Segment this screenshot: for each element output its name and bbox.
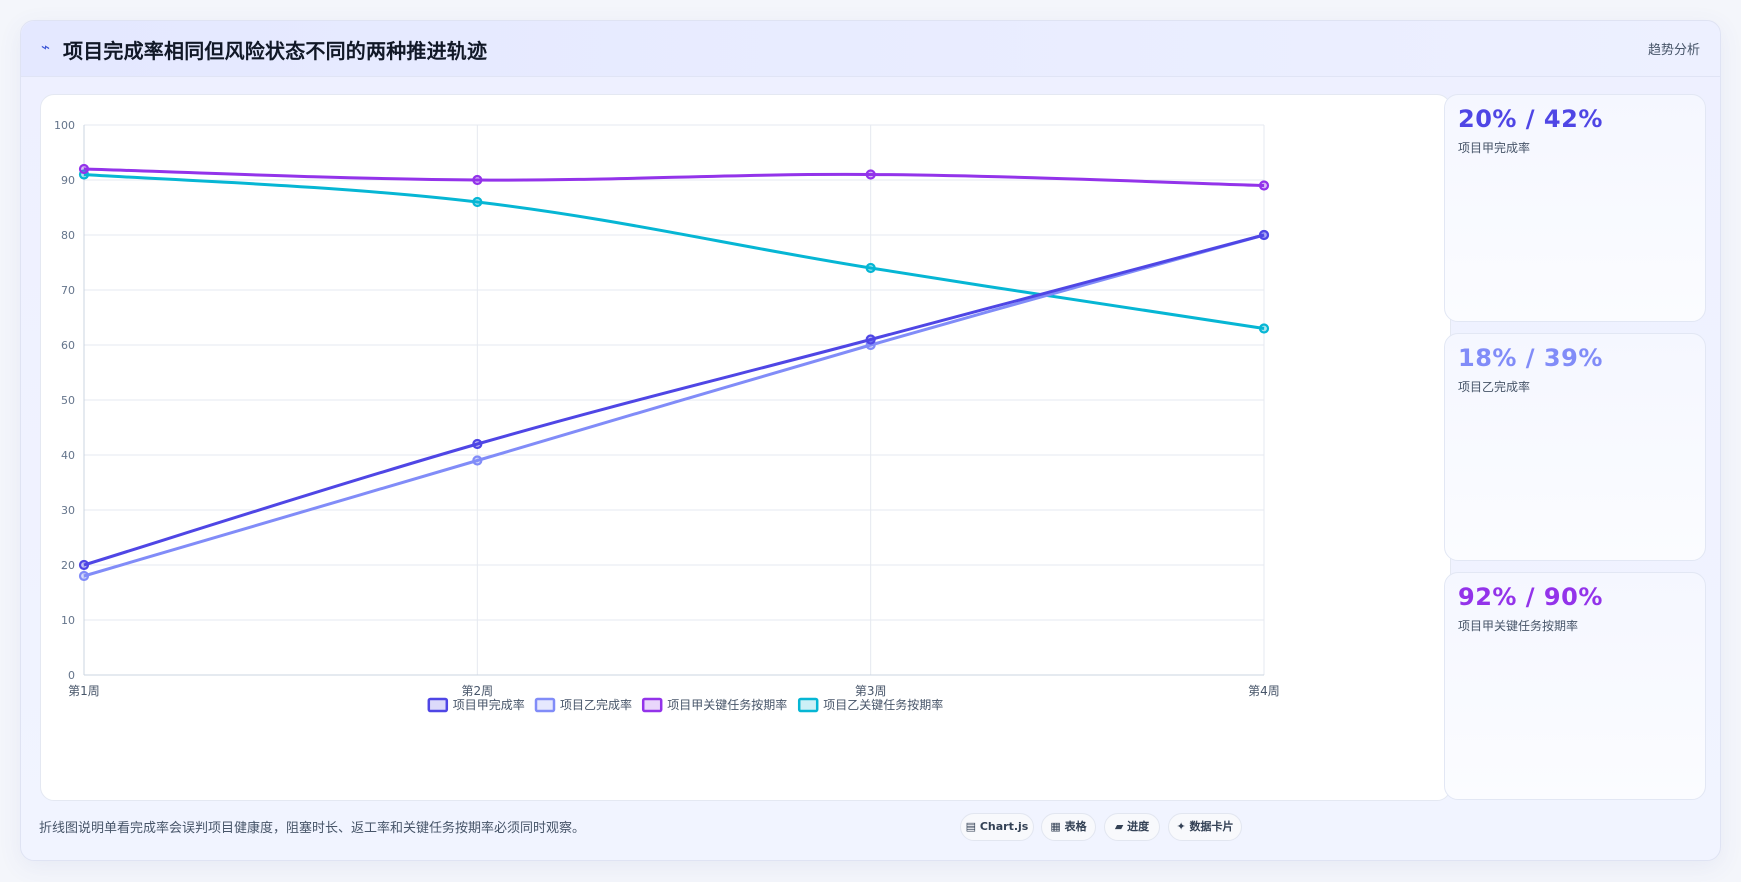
metric-card-project-a: 20% / 42% 项目甲完成率 [1444,94,1706,322]
legend-label[interactable]: 项目甲完成率 [453,697,525,712]
legend-label[interactable]: 项目甲关键任务按期率 [667,697,787,712]
footer-note: 折线图说明单看完成率会误判项目健康度，阻塞时长、返工率和关键任务按期率必须同时观… [39,821,586,836]
metric-label: 项目甲完成率 [1458,141,1531,155]
data-point[interactable] [78,559,90,571]
data-point[interactable] [472,174,483,186]
metric-label: 项目甲关键任务按期率 [1458,619,1579,633]
y-tick-label: 60 [61,339,75,352]
legend-swatch[interactable] [641,697,663,713]
data-point[interactable] [472,455,483,466]
series-line [83,173,1265,330]
metric-card-project-a-ontime: 92% / 90% 项目甲关键任务按期率 [1444,572,1706,800]
progress-pill[interactable]: ▰ 进度 [1104,813,1160,841]
y-tick-label: 90 [61,174,75,187]
data-point[interactable] [1258,180,1270,191]
y-tick-label: 40 [61,449,75,462]
data-point[interactable] [472,438,483,450]
legend-label[interactable]: 项目乙关键任务按期率 [823,697,943,712]
line-chart: 0 10 20 30 40 50 60 70 80 90 100 第1周 第2周 第3周 第4周 项目甲完成… [54,119,1280,713]
x-tick-label: 第4周 [1248,684,1280,698]
legend-swatch[interactable] [534,697,556,713]
data-point[interactable] [1258,229,1270,241]
trend-analysis-label: 趋势分析 [1647,43,1700,58]
y-tick-label: 20 [61,559,75,572]
x-tick-label: 第3周 [855,684,887,698]
page-title: 项目完成率相同但风险状态不同的两种推进轨迹 [63,39,488,63]
metric-card-project-b: 18% / 39% 项目乙完成率 [1444,333,1706,561]
y-tick-label: 100 [54,119,75,132]
table-pill[interactable]: ▦ 表格 [1041,813,1096,841]
chartjs-pill[interactable]: ▤ Chart.js [960,813,1034,841]
legend-label[interactable]: 项目乙完成率 [560,697,632,712]
data-point[interactable] [865,169,876,180]
x-tick-label: 第1周 [68,684,100,698]
series-line [83,233,1265,578]
legend-swatch[interactable] [427,697,449,713]
metric-label: 项目乙完成率 [1458,380,1531,394]
y-tick-label: 0 [68,669,75,682]
chart-panel: 0 10 20 30 40 50 60 70 80 90 100 第1周 第2周 第3周 第4周 项目甲完成… [40,94,1451,801]
data-point[interactable] [865,334,876,345]
metric-value: 18% / 39% [1458,344,1603,372]
trend-icon: ⌁ [41,38,51,56]
data-point[interactable] [865,262,876,274]
x-tick-label: 第2周 [462,684,494,698]
card-header: ⌁ 项目完成率相同但风险状态不同的两种推进轨迹 趋势分析 [21,21,1720,77]
series-line [83,233,1265,567]
data-point[interactable] [472,196,483,208]
data-point[interactable] [78,570,90,582]
data-point[interactable] [1258,323,1270,334]
legend-swatch[interactable] [797,697,819,713]
data-point[interactable] [78,163,90,175]
y-tick-label: 30 [61,504,75,517]
y-tick-label: 50 [61,394,75,407]
y-tick-label: 10 [61,614,75,627]
metric-value: 92% / 90% [1458,583,1603,611]
series-line [83,167,1265,187]
main-card: ⌁ 项目完成率相同但风险状态不同的两种推进轨迹 趋势分析 0 10 20 30 40 50… [20,20,1721,861]
data-card-pill[interactable]: ✦ 数据卡片 [1168,813,1242,841]
y-tick-label: 70 [61,284,75,297]
metric-value: 20% / 42% [1458,105,1603,133]
y-tick-label: 80 [61,229,75,242]
